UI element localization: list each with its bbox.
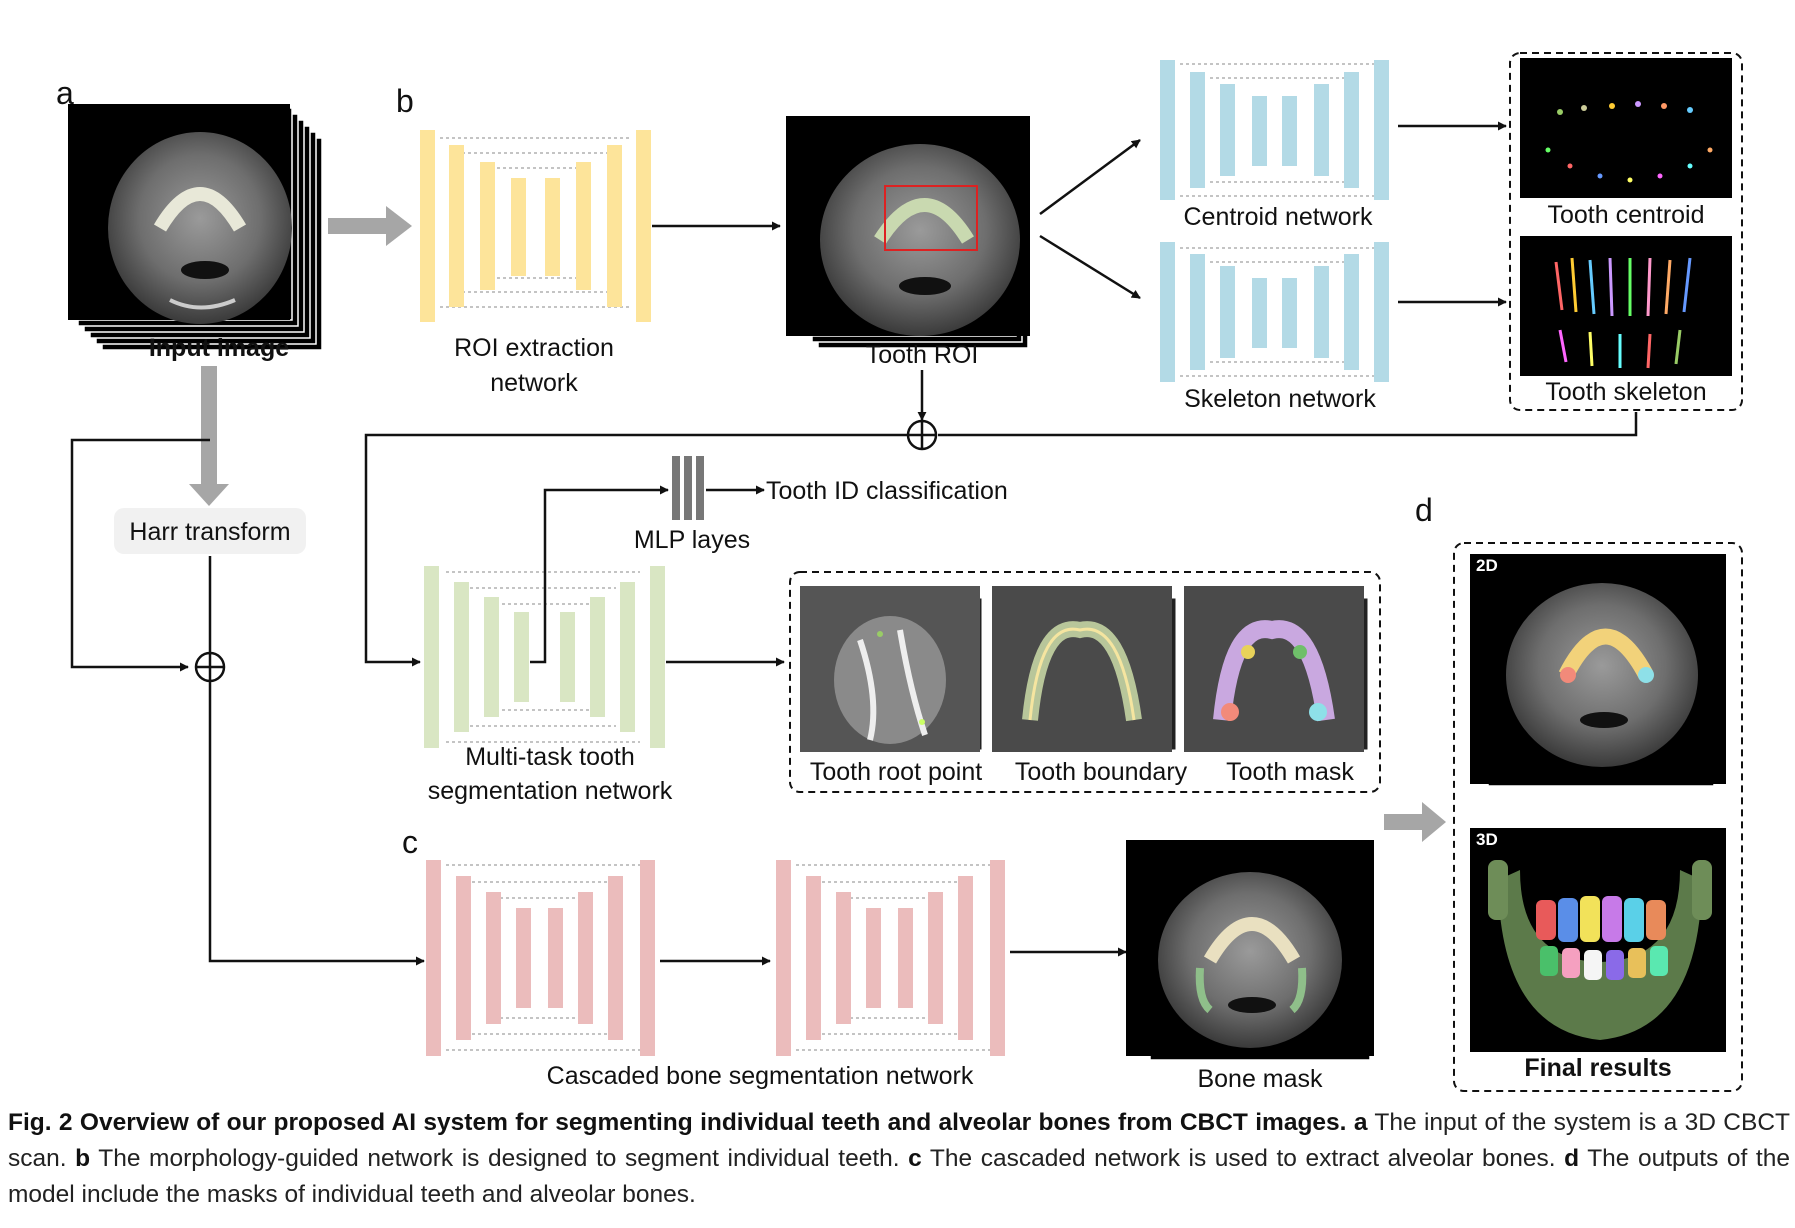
skeleton-network-label: Skeleton network (1184, 385, 1376, 413)
input-image-label: Input image (149, 334, 289, 362)
thick-arrow-to-final (1384, 802, 1446, 842)
bone-mask-label: Bone mask (1197, 1065, 1323, 1093)
line-skeleton-to-sum (938, 412, 1638, 437)
sum-node-top (906, 419, 938, 451)
badge-2d: 2D (1476, 556, 1498, 575)
panel-label-b: b (396, 83, 414, 119)
arrow-sum-to-multitask (364, 433, 908, 667)
panel-label-c: c (402, 824, 418, 860)
centroid-network-label: Centroid network (1184, 203, 1373, 231)
caption-fig-label: Fig. 2 (8, 1109, 73, 1136)
badge-3d: 3D (1476, 830, 1498, 849)
tooth-boundary-label: Tooth boundary (1015, 758, 1188, 786)
tooth-mask-image (1184, 586, 1369, 752)
figure-caption: Fig. 2 Overview of our proposed AI syste… (8, 1105, 1790, 1213)
roi-extraction-network (420, 130, 651, 322)
thick-arrow-input-to-harr (189, 366, 229, 506)
mlp-label: MLP layes (634, 526, 750, 554)
caption-text-d: The outputs of the model include the mas… (8, 1145, 1790, 1208)
tooth-centroid-label: Tooth centroid (1547, 201, 1704, 229)
bone-segmentation-network-2 (776, 860, 1005, 1056)
multitask-segmentation-network (424, 566, 665, 748)
input-image-stack (68, 104, 323, 351)
final-results-box (1453, 542, 1743, 1092)
caption-key-c: c (908, 1145, 922, 1172)
caption-text-a: The input of the system is a 3D CBCT sca… (8, 1109, 1790, 1172)
final-results-label: Final results (1524, 1054, 1671, 1082)
sum-node-bottom (194, 651, 226, 683)
badge-2d-bg (1470, 554, 1506, 576)
roi-network-label-1: ROI extraction (454, 334, 614, 362)
caption-title: Overview of our proposed AI system for s… (79, 1109, 1347, 1136)
arrow-to-skeleton (1039, 234, 1141, 300)
cascaded-network-label: Cascaded bone segmentation network (547, 1062, 974, 1090)
multitask-label-1: Multi-task tooth (465, 743, 635, 771)
mlp-layers (672, 456, 704, 520)
harr-transform-label: Harr transform (129, 518, 290, 546)
tooth-root-point-image (800, 586, 983, 752)
caption-text-b: The morphology-guided network is designe… (98, 1145, 900, 1172)
caption-key-d: d (1564, 1145, 1580, 1172)
arrow-bottleneck-to-mlp (530, 485, 669, 664)
tooth-skeleton-image (1520, 236, 1732, 376)
bone-segmentation-network-1 (426, 860, 655, 1056)
tooth-id-label: Tooth ID classification (766, 477, 1008, 505)
caption-key-a: a (1353, 1109, 1368, 1136)
thick-arrow-input-to-roi (328, 206, 412, 246)
centroid-network (1160, 60, 1389, 200)
centroid-skeleton-box (1509, 52, 1743, 411)
final-3d-image (1470, 828, 1726, 1052)
badge-3d-bg (1470, 828, 1506, 850)
roi-network-label-2: network (490, 369, 578, 397)
bone-mask-stack (1126, 840, 1374, 1061)
multitask-label-2: segmentation network (428, 777, 673, 805)
tooth-root-point-label: Tooth root point (810, 758, 982, 786)
harr-transform-box (114, 508, 306, 554)
skeleton-network (1160, 242, 1389, 382)
final-2d-image (1470, 554, 1726, 787)
pipeline-diagram: a b c d Input image ROI e (56, 52, 1743, 1093)
panel-label-d: d (1415, 492, 1433, 528)
caption-key-b: b (75, 1145, 91, 1172)
tooth-boundary-image (992, 586, 1177, 752)
tooth-mask-label: Tooth mask (1226, 758, 1354, 786)
arrow-lower-sum-to-bone-net (208, 681, 425, 966)
tooth-centroid-image (1520, 58, 1732, 198)
tooth-roi-label: Tooth ROI (866, 341, 979, 369)
arrow-to-centroid (1039, 138, 1141, 216)
tooth-roi-stack (786, 116, 1030, 349)
line-input-to-lower-sum (70, 438, 210, 672)
tooth-skeleton-label: Tooth skeleton (1545, 378, 1706, 406)
tooth-outputs-box (789, 571, 1381, 793)
panel-label-a: a (56, 75, 74, 111)
caption-text-c: The cascaded network is used to extract … (929, 1145, 1556, 1172)
